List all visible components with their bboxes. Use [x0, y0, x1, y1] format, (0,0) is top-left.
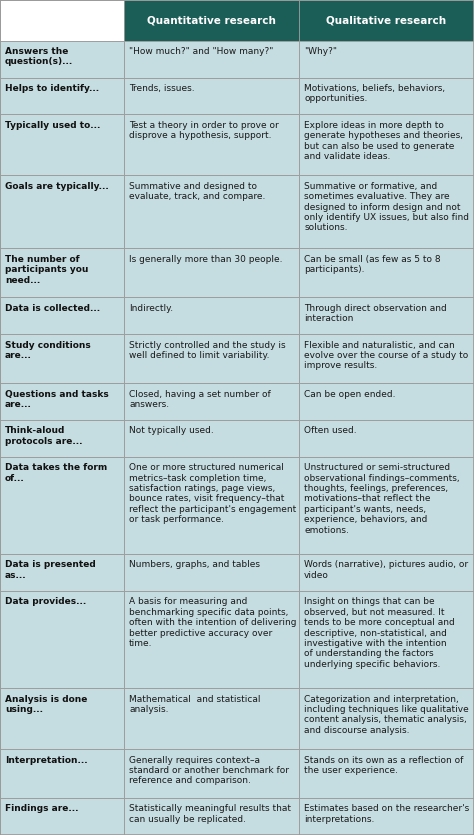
Bar — [0, 420, 124, 457]
Bar — [0, 383, 124, 420]
Text: Summative and designed to
evaluate, track, and compare.: Summative and designed to evaluate, trac… — [129, 182, 265, 201]
Bar — [124, 457, 299, 554]
Text: Helps to identify...: Helps to identify... — [5, 84, 99, 93]
Text: Is generally more than 30 people.: Is generally more than 30 people. — [129, 255, 283, 264]
Bar — [124, 297, 299, 334]
Text: Summative or formative, and
sometimes evaluative. They are
designed to inform de: Summative or formative, and sometimes ev… — [304, 182, 469, 232]
Bar — [299, 0, 474, 41]
Text: Not typically used.: Not typically used. — [129, 427, 214, 435]
Text: Mathematical  and statistical
analysis.: Mathematical and statistical analysis. — [129, 695, 261, 714]
Bar — [299, 798, 474, 835]
Bar — [299, 41, 474, 78]
Text: Can be small (as few as 5 to 8
participants).: Can be small (as few as 5 to 8 participa… — [304, 255, 441, 274]
Text: Data provides...: Data provides... — [5, 597, 86, 606]
Text: Flexible and naturalistic, and can
evolve over the course of a study to
improve : Flexible and naturalistic, and can evolv… — [304, 341, 468, 371]
Bar — [299, 688, 474, 749]
Bar — [124, 798, 299, 835]
Text: Goals are typically...: Goals are typically... — [5, 182, 109, 190]
Text: "How much?" and "How many?": "How much?" and "How many?" — [129, 47, 273, 56]
Bar — [299, 249, 474, 297]
Text: Often used.: Often used. — [304, 427, 357, 435]
Bar — [0, 554, 124, 591]
Text: Closed, having a set number of
answers.: Closed, having a set number of answers. — [129, 390, 271, 409]
Bar — [124, 688, 299, 749]
Bar — [0, 175, 124, 249]
Bar — [124, 383, 299, 420]
Text: Motivations, beliefs, behaviors,
opportunities.: Motivations, beliefs, behaviors, opportu… — [304, 84, 445, 104]
Text: Explore ideas in more depth to
generate hypotheses and theories,
but can also be: Explore ideas in more depth to generate … — [304, 121, 463, 161]
Bar — [0, 591, 124, 688]
Text: Typically used to...: Typically used to... — [5, 121, 100, 129]
Bar — [124, 334, 299, 383]
Text: Generally requires context–a
standard or another benchmark for
reference and com: Generally requires context–a standard or… — [129, 756, 289, 786]
Bar — [0, 114, 124, 175]
Text: Think-aloud
protocols are...: Think-aloud protocols are... — [5, 427, 82, 446]
Text: Test a theory in order to prove or
disprove a hypothesis, support.: Test a theory in order to prove or dispr… — [129, 121, 279, 140]
Text: Qualitative research: Qualitative research — [327, 15, 447, 25]
Text: The number of
participants you
need...: The number of participants you need... — [5, 255, 88, 285]
Bar — [299, 175, 474, 249]
Bar — [299, 383, 474, 420]
Bar — [0, 249, 124, 297]
Bar — [299, 457, 474, 554]
Text: Can be open ended.: Can be open ended. — [304, 390, 396, 398]
Bar — [0, 41, 124, 78]
Bar — [299, 114, 474, 175]
Text: Findings are...: Findings are... — [5, 804, 79, 813]
Bar — [0, 798, 124, 835]
Bar — [0, 688, 124, 749]
Text: Answers the
question(s)...: Answers the question(s)... — [5, 47, 73, 67]
Bar — [124, 249, 299, 297]
Bar — [124, 749, 299, 798]
Text: Data is collected...: Data is collected... — [5, 304, 100, 313]
Text: Analysis is done
using...: Analysis is done using... — [5, 695, 87, 714]
Bar — [299, 297, 474, 334]
Text: Through direct observation and
interaction: Through direct observation and interacti… — [304, 304, 447, 323]
Bar — [0, 0, 124, 41]
Text: Unstructured or semi-structured
observational findings–comments,
thoughts, feeli: Unstructured or semi-structured observat… — [304, 463, 460, 534]
Text: Trends, issues.: Trends, issues. — [129, 84, 195, 93]
Text: Interpretation...: Interpretation... — [5, 756, 88, 765]
Bar — [299, 78, 474, 114]
Bar — [0, 297, 124, 334]
Text: Numbers, graphs, and tables: Numbers, graphs, and tables — [129, 560, 260, 569]
Bar — [124, 78, 299, 114]
Bar — [124, 554, 299, 591]
Text: Words (narrative), pictures audio, or
video: Words (narrative), pictures audio, or vi… — [304, 560, 468, 579]
Bar — [124, 0, 299, 41]
Text: Estimates based on the researcher's
interpretations.: Estimates based on the researcher's inte… — [304, 804, 469, 824]
Bar — [299, 749, 474, 798]
Bar — [299, 334, 474, 383]
Bar — [0, 749, 124, 798]
Bar — [124, 114, 299, 175]
Text: One or more structured numerical
metrics–task completion time,
satisfaction rati: One or more structured numerical metrics… — [129, 463, 296, 524]
Bar — [0, 334, 124, 383]
Bar — [0, 78, 124, 114]
Bar — [124, 420, 299, 457]
Bar — [299, 554, 474, 591]
Text: A basis for measuring and
benchmarking specific data points,
often with the inte: A basis for measuring and benchmarking s… — [129, 597, 297, 648]
Text: Questions and tasks
are...: Questions and tasks are... — [5, 390, 109, 409]
Text: Indirectly.: Indirectly. — [129, 304, 173, 313]
Text: Data takes the form
of...: Data takes the form of... — [5, 463, 107, 483]
Text: Categorization and interpretation,
including techniques like qualitative
content: Categorization and interpretation, inclu… — [304, 695, 469, 735]
Bar — [124, 41, 299, 78]
Text: Statistically meaningful results that
can usually be replicated.: Statistically meaningful results that ca… — [129, 804, 291, 824]
Text: Data is presented
as...: Data is presented as... — [5, 560, 96, 579]
Bar — [299, 591, 474, 688]
Text: "Why?": "Why?" — [304, 47, 337, 56]
Bar — [124, 591, 299, 688]
Text: Insight on things that can be
observed, but not measured. It
tends to be more co: Insight on things that can be observed, … — [304, 597, 455, 669]
Text: Study conditions
are...: Study conditions are... — [5, 341, 91, 360]
Text: Stands on its own as a reflection of
the user experience.: Stands on its own as a reflection of the… — [304, 756, 464, 775]
Bar — [0, 457, 124, 554]
Bar — [124, 175, 299, 249]
Text: Strictly controlled and the study is
well defined to limit variability.: Strictly controlled and the study is wel… — [129, 341, 286, 360]
Text: Quantitative research: Quantitative research — [147, 15, 276, 25]
Bar — [299, 420, 474, 457]
